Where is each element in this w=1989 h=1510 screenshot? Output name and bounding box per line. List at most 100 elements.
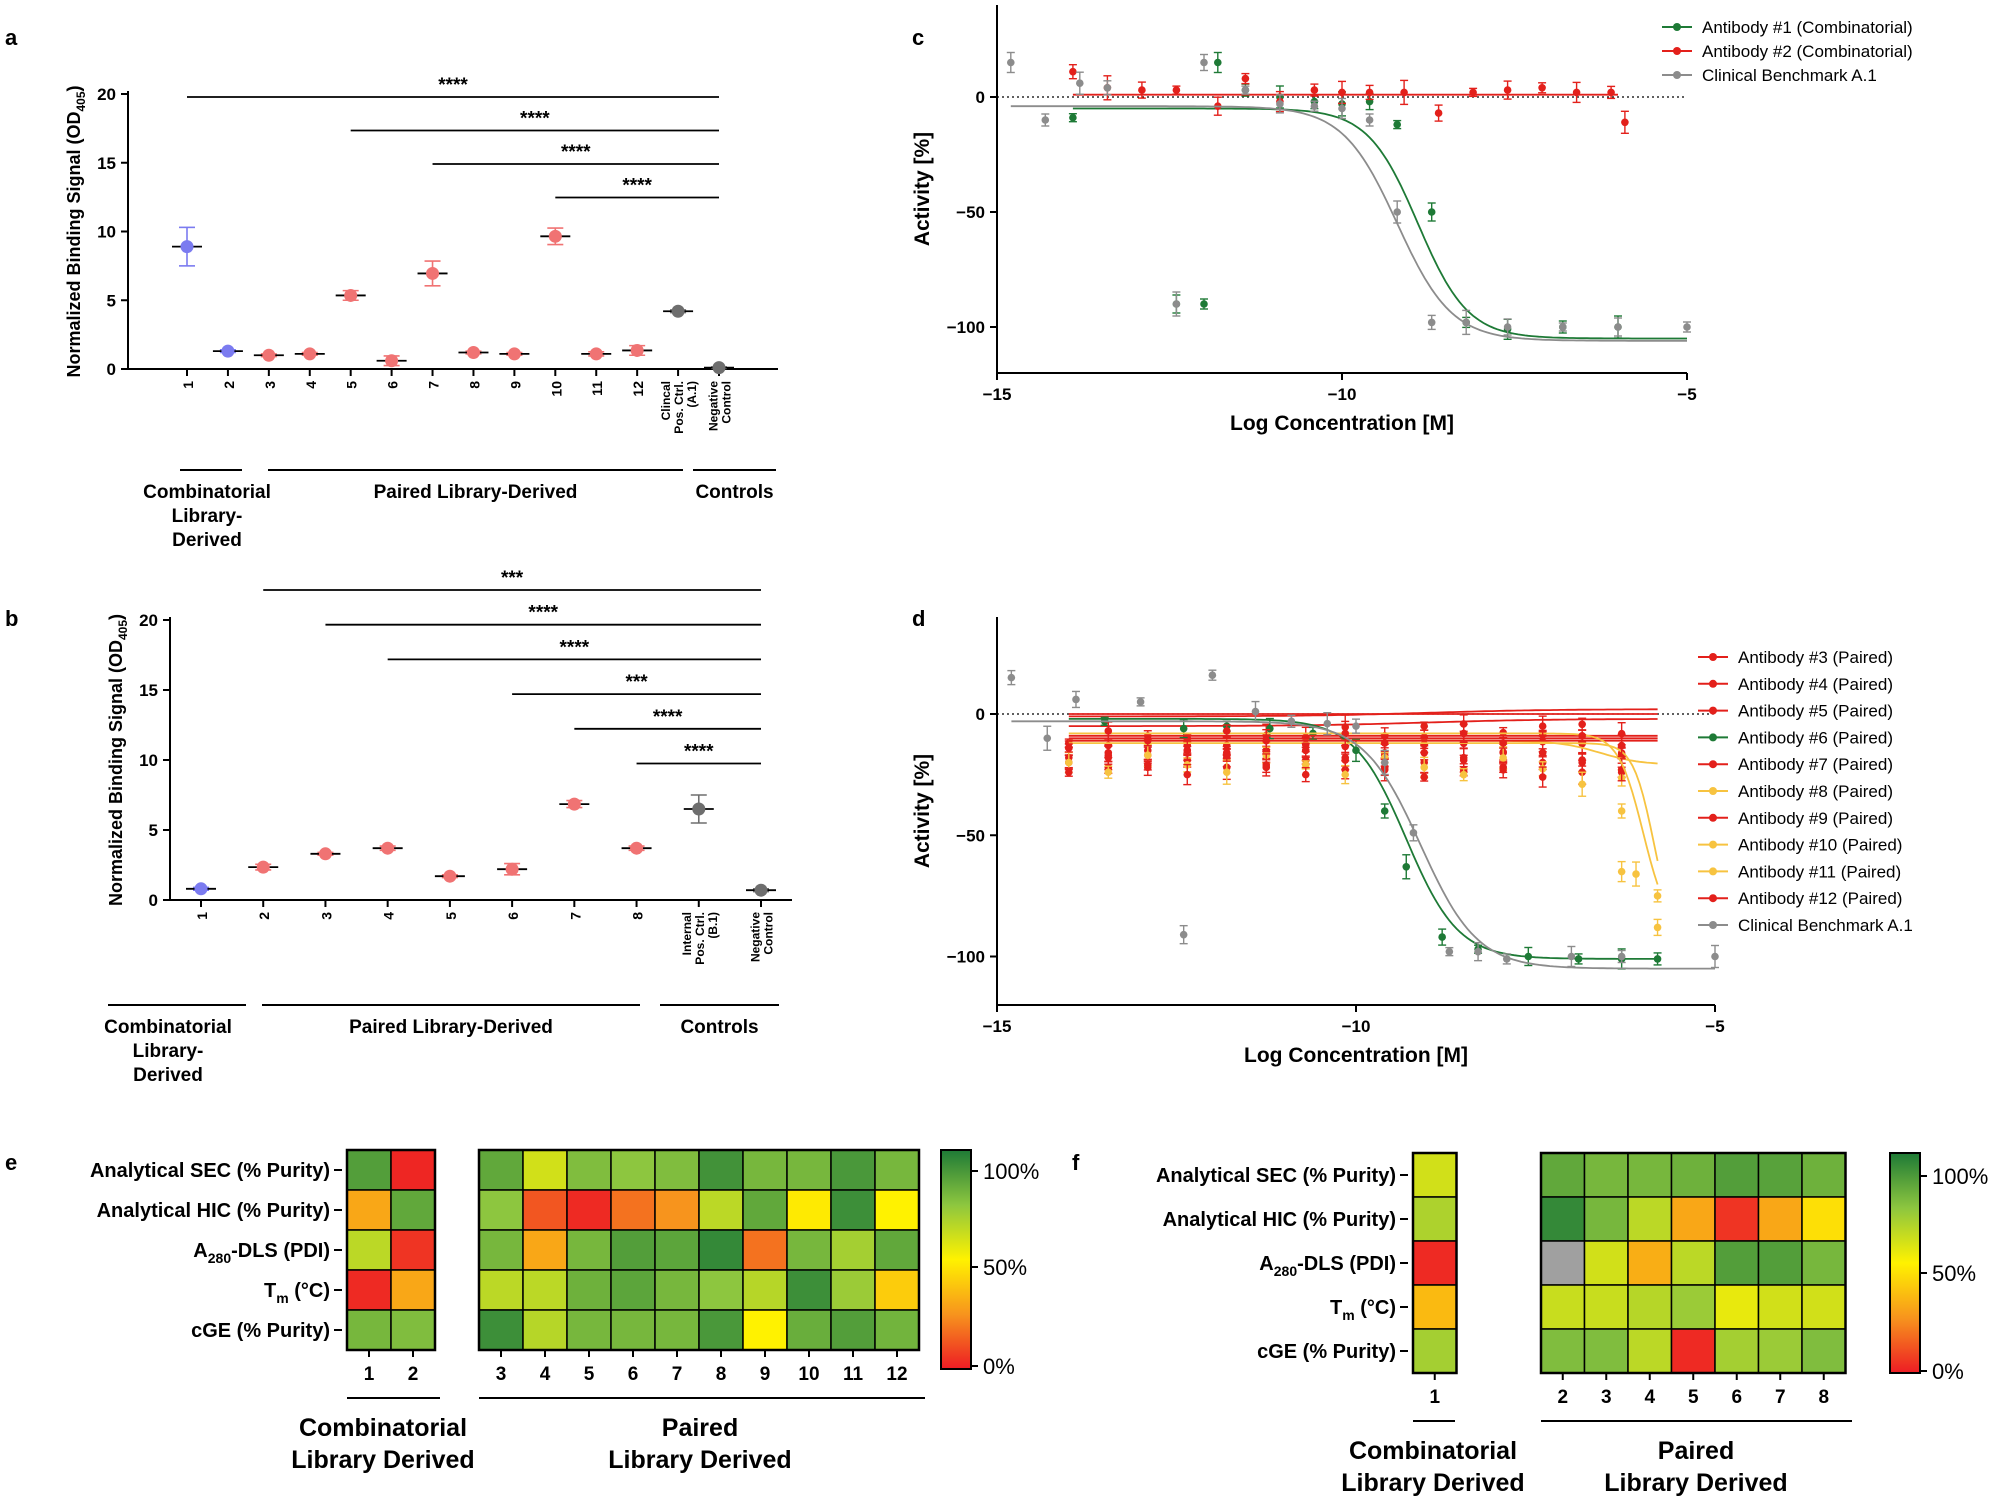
row-label: A280-DLS (PDI): [1259, 1253, 1396, 1279]
column-label: 5: [1688, 1387, 1699, 1408]
heatmap-cell: [698, 1309, 744, 1351]
heatmap-cell: [346, 1269, 392, 1311]
y-tick-label: 20: [139, 611, 158, 630]
data-point: [1683, 323, 1691, 331]
data-point: [1310, 102, 1319, 110]
legend-swatch-dot: [1673, 71, 1681, 79]
column-label: 12: [886, 1364, 907, 1385]
legend-swatch-dot: [1709, 733, 1717, 742]
group-label: Paired: [1658, 1437, 1734, 1465]
scale-tick-label: 50%: [1932, 1261, 1976, 1286]
heatmap-cell: [786, 1269, 832, 1311]
y-tick-label: 15: [97, 154, 116, 173]
heatmap-cell: [610, 1309, 656, 1351]
x-tick-label: 11: [589, 381, 605, 396]
y-tick-label: −100: [947, 948, 985, 967]
fit-curve: [1072, 107, 1687, 340]
heatmap-cell: [478, 1149, 524, 1191]
data-point: [1617, 741, 1626, 750]
heatmap-cell: [830, 1189, 876, 1231]
legend-swatch-dot: [1709, 760, 1717, 769]
x-tick-label: 1: [180, 381, 196, 389]
column-label: 6: [1731, 1387, 1742, 1408]
data-point: [1474, 947, 1482, 956]
data-point: [318, 847, 332, 861]
heatmap-cell: [698, 1189, 744, 1231]
legend-swatch-dot: [1709, 867, 1717, 876]
group-label: Combinatorial: [299, 1414, 467, 1442]
x-tick-label: −10: [1342, 1017, 1371, 1036]
heatmap-cell: [742, 1309, 788, 1351]
heatmap-cell: [522, 1229, 568, 1271]
x-tick-label: 8: [630, 912, 646, 920]
heatmap-cell: [1757, 1240, 1803, 1286]
data-point: [1365, 116, 1374, 124]
data-point: [1578, 720, 1586, 729]
heatmap-cell: [1583, 1328, 1629, 1374]
data-point: [1266, 724, 1274, 733]
data-point: [344, 288, 358, 302]
data-point: [1420, 749, 1429, 757]
significance-label: ****: [560, 637, 590, 658]
fit-curve: [1068, 739, 1658, 765]
row-label: Analytical HIC (% Purity): [1163, 1209, 1396, 1231]
data-point: [1301, 746, 1310, 755]
legend-swatch-dot: [1673, 23, 1681, 31]
data-point: [1007, 58, 1015, 67]
heatmap-cell: [566, 1189, 612, 1231]
heatmap-cell: [1801, 1240, 1847, 1286]
data-point: [1567, 952, 1576, 961]
data-point: [712, 361, 726, 375]
row-label: Analytical SEC (% Purity): [1156, 1165, 1396, 1187]
heatmap-cell: [874, 1189, 920, 1231]
data-point: [1043, 734, 1052, 743]
heatmap-cell: [610, 1149, 656, 1191]
legend-entry: Antibody #7 (Paired): [1738, 755, 1893, 774]
data-point: [1352, 746, 1360, 755]
row-label: Analytical HIC (% Purity): [97, 1200, 330, 1222]
column-label: 11: [843, 1364, 864, 1385]
color-scale-bar: [940, 1149, 972, 1370]
column-label: 7: [672, 1364, 683, 1385]
x-tick-label: 5: [344, 381, 360, 389]
panel-label-e: e: [5, 1150, 17, 1175]
heatmap-cell: [786, 1309, 832, 1351]
legend-entry: Antibody #4 (Paired): [1738, 675, 1893, 694]
heatmap-cell: [1714, 1196, 1760, 1242]
data-point: [1469, 88, 1477, 97]
heatmap-cell: [1583, 1284, 1629, 1330]
y-tick-label: 10: [97, 223, 116, 242]
data-point: [1499, 739, 1507, 747]
heatmap-cell: [1670, 1284, 1716, 1330]
data-point: [567, 797, 581, 811]
column-label: 4: [1644, 1387, 1655, 1408]
data-point: [1301, 761, 1310, 769]
x-tick-label: Negative: [707, 381, 721, 431]
row-label: Analytical SEC (% Purity): [90, 1160, 330, 1182]
heatmap-cell: [1757, 1152, 1803, 1198]
y-tick-label: 5: [149, 821, 158, 840]
y-tick-label: 10: [139, 751, 158, 770]
data-point: [1538, 84, 1546, 92]
significance-label: ****: [622, 176, 652, 197]
significance-label: ***: [625, 672, 648, 693]
data-point: [1578, 756, 1586, 764]
heatmap-cell: [1412, 1240, 1458, 1286]
data-point: [466, 346, 480, 359]
legend-swatch-dot: [1709, 706, 1717, 715]
group-label: Combinatorial: [104, 1017, 232, 1038]
data-point: [194, 882, 208, 896]
significance-label: ***: [501, 568, 524, 589]
y-tick-label: −100: [947, 318, 985, 337]
data-point: [1402, 862, 1411, 871]
data-point: [1338, 88, 1346, 97]
group-label: Controls: [695, 482, 773, 503]
data-point: [1617, 867, 1626, 876]
heatmap-cell: [1627, 1152, 1673, 1198]
heatmap-cell: [522, 1309, 568, 1351]
heatmap-cell: [390, 1189, 436, 1231]
data-point: [1323, 719, 1332, 728]
x-tick-label: 4: [381, 912, 397, 920]
